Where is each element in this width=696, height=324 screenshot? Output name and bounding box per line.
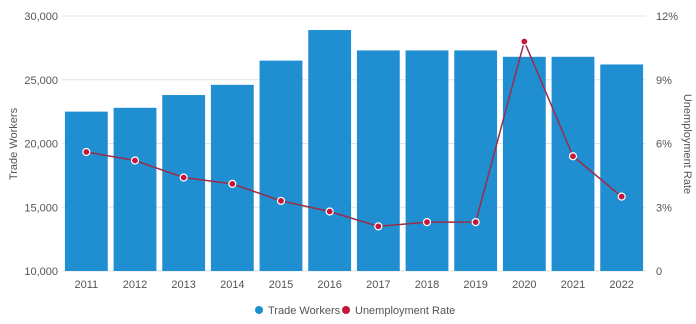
- left-tick-label: 20,000: [24, 139, 58, 151]
- x-tick-label: 2019: [463, 279, 487, 291]
- right-tick-label: 9%: [656, 75, 672, 87]
- bar-2012[interactable]: [113, 107, 157, 271]
- point-2011[interactable]: [82, 147, 91, 157]
- legend-item-unemployment-rate[interactable]: Unemployment Rate: [342, 305, 455, 317]
- bar-2020[interactable]: [502, 56, 546, 271]
- x-tick-label: 2017: [366, 279, 390, 291]
- bar-2015[interactable]: [259, 60, 303, 271]
- left-tick-label: 30,000: [24, 11, 58, 23]
- point-2012[interactable]: [130, 156, 140, 165]
- point-2022[interactable]: [617, 192, 626, 201]
- legend-marker-trade-workers: [255, 306, 263, 314]
- right-tick-label: 3%: [656, 202, 672, 214]
- right-axis-ticks: 0 3% 6% 9% 12%: [656, 11, 678, 278]
- point-2018[interactable]: [422, 218, 432, 227]
- legend: Trade Workers Unemployment Rate: [255, 305, 455, 317]
- right-tick-label: 6%: [656, 139, 672, 151]
- left-tick-label: 10,000: [24, 266, 58, 278]
- point-2016[interactable]: [325, 207, 334, 216]
- bar-2014[interactable]: [210, 84, 254, 271]
- left-tick-label: 25,000: [24, 75, 58, 87]
- x-tick-label: 2012: [123, 279, 147, 291]
- x-tick-label: 2013: [171, 279, 195, 291]
- legend-marker-unemployment-rate: [342, 306, 350, 314]
- point-2015[interactable]: [276, 196, 286, 205]
- point-2020[interactable]: [520, 37, 529, 46]
- bar-2013[interactable]: [162, 95, 206, 271]
- x-tick-label: 2011: [75, 279, 99, 291]
- bar-2018[interactable]: [405, 50, 449, 271]
- x-axis-ticks: 2011 2012 2013 2014 2015 2016 2017 2018 2019 2020…: [75, 279, 634, 291]
- legend-item-trade-workers[interactable]: Trade Workers: [255, 305, 341, 317]
- x-tick-label: 2018: [415, 279, 439, 291]
- bar-2016[interactable]: [308, 30, 352, 272]
- x-tick-label: 2014: [220, 279, 244, 291]
- bar-2011[interactable]: [64, 111, 108, 271]
- legend-label-trade-workers: Trade Workers: [268, 305, 341, 317]
- line-series-unemployment-rate: [82, 37, 626, 231]
- point-2021[interactable]: [568, 152, 578, 161]
- bar-2022[interactable]: [600, 64, 644, 271]
- legend-label-unemployment-rate: Unemployment Rate: [355, 305, 455, 317]
- right-axis-title: Unemployment Rate: [681, 94, 693, 194]
- grid-lines: [62, 15, 646, 272]
- unemployment-line: [86, 39, 623, 228]
- x-tick-label: 2015: [269, 279, 293, 291]
- left-axis-title: Trade Workers: [8, 107, 20, 180]
- right-tick-label: 12%: [656, 11, 678, 23]
- x-tick-label: 2016: [317, 279, 341, 291]
- x-tick-label: 2022: [609, 279, 633, 291]
- bar-series-trade-workers: [64, 30, 644, 272]
- bar-2017[interactable]: [356, 50, 400, 271]
- point-2019[interactable]: [471, 218, 480, 227]
- point-2017[interactable]: [374, 222, 383, 231]
- left-axis-ticks: 10,000 15,000 20,000 25,000 30,000: [24, 11, 58, 278]
- bar-2021[interactable]: [551, 56, 595, 271]
- point-2013[interactable]: [179, 173, 188, 182]
- point-2014[interactable]: [228, 179, 237, 188]
- right-tick-label: 0: [656, 266, 662, 278]
- bar-2019[interactable]: [454, 50, 498, 271]
- left-tick-label: 15,000: [24, 202, 58, 214]
- x-tick-label: 2020: [512, 279, 536, 291]
- x-tick-label: 2021: [561, 279, 585, 291]
